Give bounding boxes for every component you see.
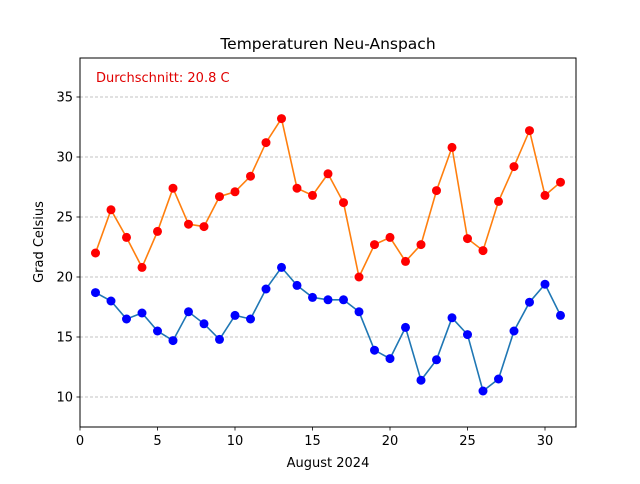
data-point-min xyxy=(339,295,348,305)
data-point-min xyxy=(277,262,286,272)
data-point-min xyxy=(153,326,162,336)
data-point-min xyxy=(323,295,333,305)
x-tick-label: 30 xyxy=(537,434,554,449)
data-point-max xyxy=(122,232,131,242)
y-tick-label: 25 xyxy=(56,211,73,226)
data-point-min xyxy=(308,292,317,302)
data-point-min xyxy=(168,336,178,346)
y-tick-label: 20 xyxy=(56,271,73,286)
data-point-max xyxy=(525,126,534,136)
series-markers xyxy=(91,114,565,396)
data-point-max xyxy=(277,114,286,124)
data-point-max xyxy=(385,232,395,242)
data-point-min xyxy=(556,310,565,320)
data-point-max xyxy=(540,190,550,200)
data-point-min xyxy=(137,308,147,318)
data-point-min xyxy=(184,307,193,317)
data-point-max xyxy=(106,205,116,215)
annotation-average: Durchschnitt: 20.8 C xyxy=(96,71,230,86)
data-point-min xyxy=(354,307,364,317)
x-tick-label: 25 xyxy=(459,434,476,449)
x-axis-ticks: 0 5 10 15 20 25 30 xyxy=(76,427,553,449)
axes-frame xyxy=(79,57,577,428)
data-point-max xyxy=(215,192,224,202)
data-point-min xyxy=(494,374,503,384)
data-point-min xyxy=(463,330,472,340)
data-point-max xyxy=(91,248,100,258)
data-point-max xyxy=(184,219,193,229)
x-tick-label: 20 xyxy=(382,434,399,449)
data-point-min xyxy=(401,322,410,332)
data-point-max xyxy=(556,177,565,187)
data-point-min xyxy=(478,386,488,396)
data-point-max xyxy=(199,222,209,232)
data-point-max xyxy=(401,256,410,266)
x-tick-label: 15 xyxy=(304,434,321,449)
data-point-max xyxy=(478,246,488,256)
y-tick-label: 15 xyxy=(56,331,73,346)
data-point-max xyxy=(494,196,503,206)
data-point-max xyxy=(323,169,333,179)
data-point-max xyxy=(463,234,472,244)
data-point-min xyxy=(230,310,240,320)
data-point-max xyxy=(447,142,457,152)
data-point-min xyxy=(432,355,441,365)
data-point-min xyxy=(199,319,209,329)
data-point-min xyxy=(91,288,100,298)
data-point-min xyxy=(370,345,379,355)
data-point-min xyxy=(246,314,255,324)
data-point-min xyxy=(215,334,224,344)
x-axis-label: August 2024 xyxy=(287,456,370,471)
y-axis-label: Grad Celsius xyxy=(32,201,47,283)
y-axis-ticks: 10 15 20 25 30 35 xyxy=(56,91,80,406)
data-point-max xyxy=(308,190,317,200)
data-point-max xyxy=(168,183,178,193)
data-point-max xyxy=(354,272,364,282)
data-point-min xyxy=(416,375,426,385)
data-point-max xyxy=(246,171,255,181)
x-tick-label: 5 xyxy=(153,434,161,449)
data-point-max xyxy=(432,186,441,196)
data-point-min xyxy=(509,326,519,336)
data-point-min xyxy=(122,314,131,324)
y-tick-label: 35 xyxy=(56,91,73,106)
data-point-max xyxy=(509,162,519,172)
data-point-min xyxy=(525,297,534,307)
data-point-min xyxy=(385,354,395,364)
chart-title: Temperaturen Neu-Anspach xyxy=(219,35,435,53)
data-point-max xyxy=(153,226,162,236)
x-tick-label: 10 xyxy=(227,434,244,449)
data-point-min xyxy=(261,284,271,294)
data-point-max xyxy=(230,187,240,197)
data-point-max xyxy=(137,262,147,272)
data-point-max xyxy=(370,240,379,250)
x-tick-label: 0 xyxy=(76,434,84,449)
data-point-min xyxy=(292,280,302,290)
data-point-min xyxy=(106,296,116,306)
data-point-max xyxy=(261,138,271,148)
data-point-max xyxy=(339,198,348,208)
y-tick-label: 30 xyxy=(56,151,73,166)
y-tick-label: 10 xyxy=(56,391,73,406)
data-point-min xyxy=(447,313,457,323)
data-point-min xyxy=(540,279,550,289)
data-point-max xyxy=(416,240,426,250)
data-point-max xyxy=(292,183,302,193)
